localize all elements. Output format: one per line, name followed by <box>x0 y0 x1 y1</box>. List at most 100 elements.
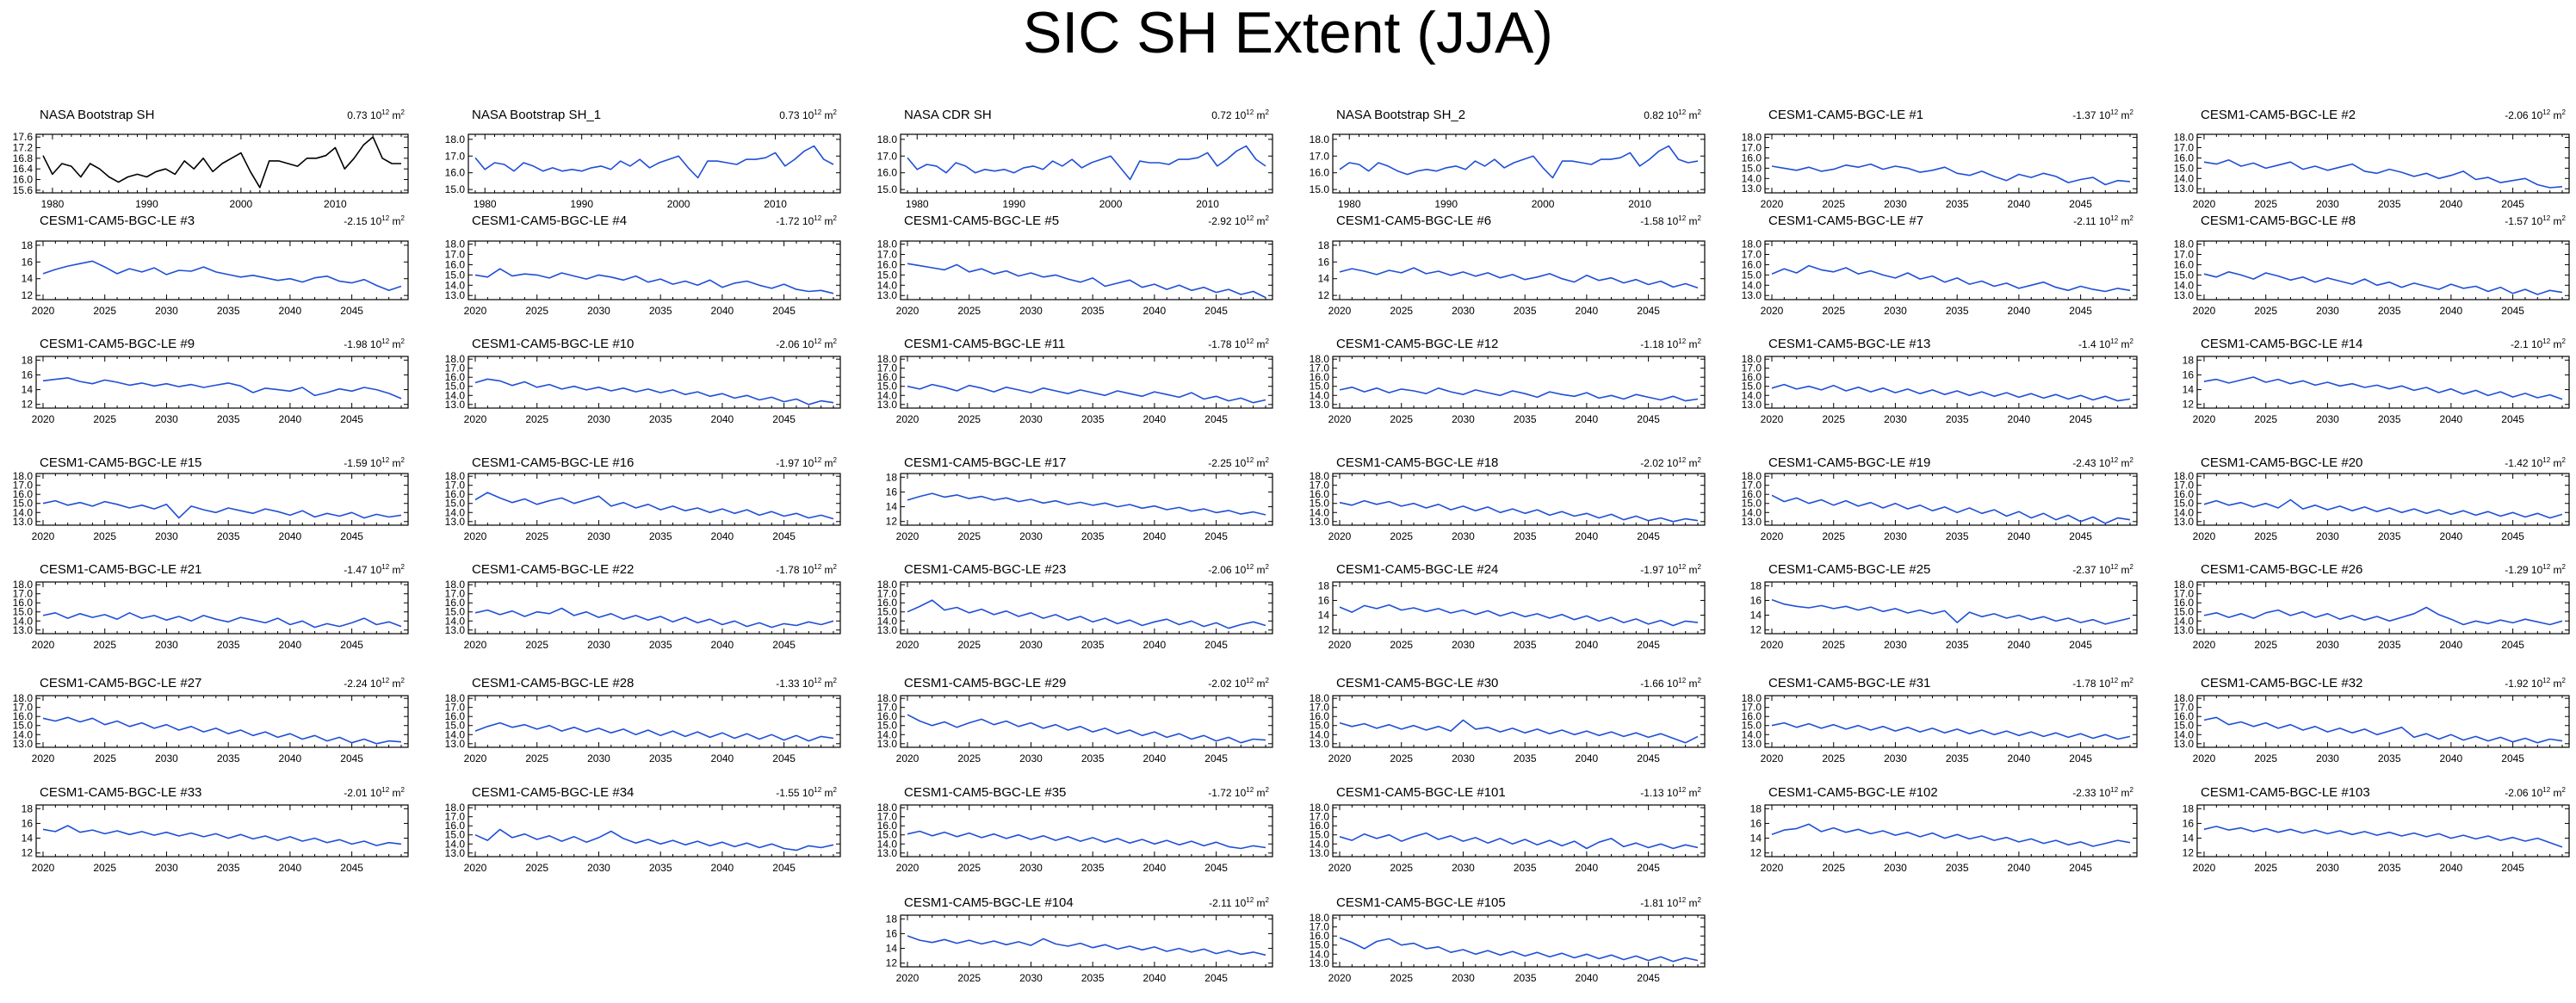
trend-label: -2.11 1012 m2 <box>2073 214 2133 227</box>
x-tick-label: 2025 <box>2254 752 2277 765</box>
chart-panel: CESM1-CAM5-BGC-LE #1 -1.37 1012 m2 18.017.… <box>1742 108 2138 210</box>
series-line <box>474 145 834 179</box>
x-tick-label: 2045 <box>1637 530 1660 542</box>
y-tick-label: 15.0 <box>445 829 466 841</box>
trend-label: -1.42 1012 m2 <box>2505 456 2566 469</box>
y-tick-label: 13.0 <box>2174 738 2195 750</box>
x-tick-label: 2025 <box>2254 198 2277 210</box>
y-tick-label: 16.0 <box>2174 597 2195 609</box>
x-tick-label: 2045 <box>1204 972 1228 984</box>
y-tick-label: 13.0 <box>877 738 898 750</box>
x-tick-label: 2035 <box>1514 413 1537 425</box>
y-tick-label: 17.0 <box>1310 150 1330 162</box>
plot-frame <box>900 240 1273 300</box>
x-tick-label: 2045 <box>1637 862 1660 874</box>
x-tick-label: 2030 <box>155 639 178 651</box>
trend-label: -1.29 1012 m2 <box>2505 563 2566 576</box>
x-tick-label: 2035 <box>1081 639 1105 651</box>
x-tick-label: 2040 <box>711 752 734 765</box>
chart-panel: CESM1-CAM5-BGC-LE #16 -1.97 1012 m2 18.017… <box>445 455 841 542</box>
x-tick-label: 2025 <box>957 413 981 425</box>
y-tick-label: 16.0 <box>445 710 466 722</box>
y-tick-label: 12 <box>1750 847 1762 859</box>
x-tick-label: 2030 <box>2316 752 2339 765</box>
x-tick-label: 2040 <box>279 530 302 542</box>
trend-label: 0.73 1012 m2 <box>347 108 405 121</box>
x-tick-label: 2025 <box>525 752 548 765</box>
x-tick-label: 2030 <box>1452 972 1475 984</box>
x-tick-label: 2020 <box>2193 305 2216 317</box>
x-tick-label: 2025 <box>1822 752 1845 765</box>
y-tick-label: 18.0 <box>877 238 898 251</box>
x-tick-label: 2020 <box>1761 862 1784 874</box>
chart-panel: CESM1-CAM5-BGC-LE #23 -2.06 1012 m2 18.017… <box>877 562 1273 651</box>
x-tick-label: 2040 <box>711 862 734 874</box>
y-tick-label: 13.0 <box>13 738 34 750</box>
series-line <box>474 828 834 851</box>
y-tick-label: 13.0 <box>877 289 898 301</box>
x-tick-label: 2030 <box>2316 862 2339 874</box>
x-tick-label: 2030 <box>1019 862 1043 874</box>
y-tick-label: 17.0 <box>445 150 466 162</box>
y-tick-label: 17.0 <box>1742 702 1762 714</box>
y-tick-label: 15.0 <box>2174 606 2195 618</box>
y-tick-label: 13.0 <box>1742 399 1762 411</box>
trend-label: -2.02 1012 m2 <box>1208 677 1269 690</box>
y-tick-label: 14 <box>1750 610 1762 622</box>
series-line <box>1771 494 2131 524</box>
y-tick-label: 15.0 <box>445 720 466 732</box>
y-tick-label: 14.0 <box>877 615 898 627</box>
series-line <box>907 263 1266 299</box>
x-tick-label: 2025 <box>1822 530 1845 542</box>
plot-frame <box>1332 804 1706 858</box>
y-tick-label: 16 <box>22 256 34 268</box>
chart-panel: CESM1-CAM5-BGC-LE #34 -1.55 1012 m2 18.017… <box>445 785 841 874</box>
y-tick-label: 16 <box>2183 368 2195 381</box>
x-tick-label: 2020 <box>1328 752 1352 765</box>
panel-title: CESM1-CAM5-BGC-LE #7 <box>1768 214 1923 228</box>
y-tick-label: 17.0 <box>1310 921 1330 933</box>
y-tick-label: 13.0 <box>2174 624 2195 636</box>
y-tick-label: 15.0 <box>13 498 34 510</box>
y-tick-label: 16 <box>886 927 898 939</box>
plot-frame <box>900 914 1273 968</box>
trend-label: -2.06 1012 m2 <box>1208 563 1269 576</box>
x-tick-label: 2045 <box>1204 752 1228 765</box>
x-tick-label: 2020 <box>896 862 920 874</box>
x-tick-label: 2045 <box>772 530 796 542</box>
y-tick-label: 13.0 <box>877 847 898 859</box>
y-tick-label: 18 <box>2183 354 2195 366</box>
chart-panel: CESM1-CAM5-BGC-LE #12 -1.18 1012 m2 18.017… <box>1310 337 1706 425</box>
panel-title: CESM1-CAM5-BGC-LE #103 <box>2201 785 2370 800</box>
y-tick-label: 18.0 <box>877 692 898 704</box>
chart-panel: CESM1-CAM5-BGC-LE #21 -1.47 1012 m2 18.017… <box>13 562 409 651</box>
x-tick-label: 2020 <box>464 752 487 765</box>
x-tick-label: 2025 <box>957 530 981 542</box>
x-tick-label: 2025 <box>957 639 981 651</box>
panel-title: CESM1-CAM5-BGC-LE #3 <box>40 214 195 228</box>
y-tick-label: 15.0 <box>877 381 898 393</box>
x-tick-label: 2025 <box>93 862 116 874</box>
plot-frame <box>1332 914 1706 968</box>
y-tick-label: 15.0 <box>877 183 898 195</box>
plot-frame <box>2196 473 2570 526</box>
x-tick-label: 2035 <box>1946 198 1969 210</box>
y-tick-label: 14.0 <box>877 389 898 401</box>
trend-label: -2.11 1012 m2 <box>1209 896 1269 909</box>
x-tick-label: 2040 <box>1143 862 1167 874</box>
trend-label: -1.72 1012 m2 <box>1208 786 1269 799</box>
trend-label: -2.1 1012 m2 <box>2511 337 2567 350</box>
x-tick-label: 2045 <box>2069 530 2092 542</box>
series-line <box>474 721 834 742</box>
panel-title: CESM1-CAM5-BGC-LE #14 <box>2201 337 2362 351</box>
y-tick-label: 18.0 <box>2174 579 2195 591</box>
x-tick-label: 2030 <box>155 862 178 874</box>
x-tick-label: 2040 <box>2440 862 2463 874</box>
y-tick-label: 17.0 <box>13 588 34 600</box>
chart-panel: CESM1-CAM5-BGC-LE #11 -1.78 1012 m2 18.017… <box>877 337 1273 425</box>
y-tick-label: 12 <box>22 847 34 859</box>
y-tick-label: 16 <box>1318 594 1330 606</box>
chart-panel: CESM1-CAM5-BGC-LE #25 -2.37 1012 m2 18 16 14… <box>1750 562 2138 651</box>
y-tick-label: 15.0 <box>1310 939 1330 951</box>
y-tick-label: 14.0 <box>877 728 898 740</box>
